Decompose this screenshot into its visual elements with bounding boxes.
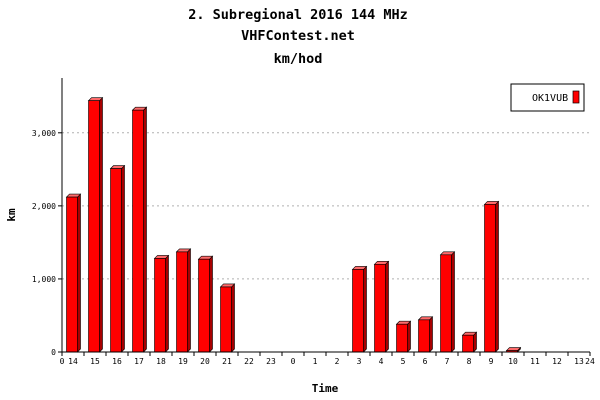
bar-side [209,255,213,353]
x-tick-label: 18 [156,357,166,366]
bar [219,283,236,353]
bar [395,320,412,353]
bar [87,96,104,353]
bar [109,164,126,353]
bar-front [154,258,166,353]
bar-front [374,264,386,353]
y-axis-label: km [5,208,18,222]
y-tick-label: 2,000 [32,202,56,211]
bar [483,200,500,353]
bar-side [99,96,103,353]
bar [417,316,434,353]
bar-front [198,258,210,353]
legend-swatch [572,90,580,104]
bar-front [220,286,232,353]
x-tick-label: 9 [489,357,494,366]
bar-side [407,320,411,353]
bar-front [396,323,408,353]
bar-front [88,100,100,353]
x-ticks: 14 15 16 17 18 19 20 21 22 23 0 1 2 3 4 5 6 7 8 9 10 11 12 13 [61,352,591,366]
bar [351,265,368,353]
bar-front [176,251,188,353]
x-tick-label: 6 [423,357,428,366]
x-tick-label: 12 [552,357,562,366]
bar [131,106,148,353]
bar-front [418,319,430,353]
legend-box [510,83,585,112]
bar-front [110,168,122,353]
y-tick-label: 1,000 [32,275,56,284]
bar-side [385,260,389,353]
x-tick-label: 8 [467,357,472,366]
bar-side [429,316,433,353]
bar-side [143,106,147,353]
x-tick-label: 13 [574,357,584,366]
x-tick-label: 21 [222,357,232,366]
x-tick-label: 2 [335,357,340,366]
bar-front [66,196,78,353]
bar-side [231,283,235,353]
x-tick-label: 10 [508,357,518,366]
legend-label: OK1VUB [532,93,568,104]
bar-side [121,164,125,353]
bar-front [440,254,452,353]
bar [197,255,214,353]
x-tick-label: 5 [401,357,406,366]
y-ticks: 0 1,000 2,000 3,000 [32,129,62,357]
bar-side [77,193,81,353]
x-tick-label: 11 [530,357,540,366]
bar-side [451,251,455,353]
x-tick-label: 22 [244,357,254,366]
x-tick-label: 19 [178,357,188,366]
bar [153,254,170,353]
x-tick-label: 16 [112,357,122,366]
x-end-label: 24 [585,357,595,366]
bar-side [165,254,169,353]
x-tick-label: 3 [357,357,362,366]
bar [65,193,82,353]
x-axis-label: Time [312,382,339,395]
x-tick-label: 14 [68,357,78,366]
chart-title: 2. Subregional 2016 144 MHz [188,7,407,23]
bar [439,251,456,353]
bar [175,248,192,353]
y-tick-label: 3,000 [32,129,56,138]
x-tick-label: 4 [379,357,384,366]
chart-subtitle: VHFContest.net [241,28,355,44]
bar-front [484,204,496,353]
bar [461,331,478,353]
bar-front [352,269,364,353]
bar-front [132,109,144,353]
bar-side [187,248,191,353]
bar-side [495,200,499,353]
x-tick-label: 20 [200,357,210,366]
x-tick-label: 23 [266,357,276,366]
legend: OK1VUB [510,83,585,112]
bar-front [462,334,474,353]
x-tick-label: 0 [291,357,296,366]
chart-unit-line: km/hod [274,51,323,67]
x-tick-label: 17 [134,357,144,366]
x-tick-label: 1 [313,357,318,366]
bar [373,260,390,353]
bar [505,346,522,353]
y-tick-label: 0 [51,348,56,357]
x-start-label: 0 [60,357,65,366]
bars [65,96,522,353]
x-tick-label: 15 [90,357,100,366]
x-tick-label: 7 [445,357,450,366]
grid-lines [62,132,590,280]
bar-side [363,265,367,353]
